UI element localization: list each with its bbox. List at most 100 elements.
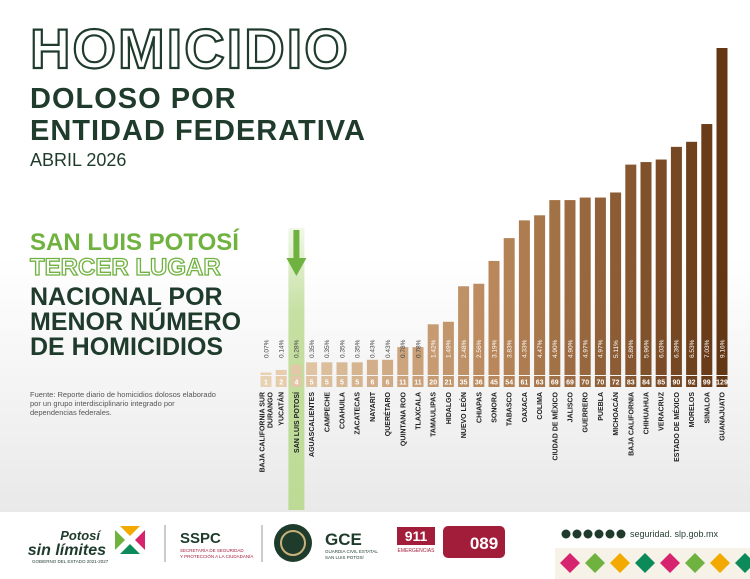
x-tick-label: CHIHUAHUA <box>644 392 651 434</box>
value-box <box>412 376 424 387</box>
brand: sin límites <box>28 542 106 559</box>
highlight-arrow <box>286 258 307 276</box>
pattern <box>555 548 750 579</box>
x-tick-label: PUEBLA <box>598 392 605 421</box>
bar <box>351 362 363 375</box>
sspc-sub: SECRETARÍA DE SEGURIDAD <box>180 547 244 553</box>
x-tick-label: CIUDAD DE MÉXICO <box>550 391 559 460</box>
percentage-label: 4.97% <box>598 339 605 358</box>
percentage-label: 6.53% <box>689 339 696 358</box>
bar <box>518 220 530 375</box>
gce-sub: SAN LUIS POTOSÍ <box>325 554 364 560</box>
sspc-sub: Y PROTECCIÓN A LA CIUDADANÍA <box>180 553 253 559</box>
value-label: 69 <box>551 380 559 387</box>
highlight-text: DE HOMICIDIOS <box>30 333 223 361</box>
x-tick-label: GUERRERO <box>583 391 590 432</box>
percentage-label: 4.90% <box>552 339 559 358</box>
value-label: 11 <box>399 380 407 387</box>
value-label: 129 <box>716 380 728 387</box>
percentage-label: 6.03% <box>659 339 666 358</box>
date: ABRIL 2026 <box>30 150 126 170</box>
brand: Potosí <box>60 528 101 543</box>
value-box <box>366 376 378 387</box>
brand-icon <box>115 526 145 554</box>
percentage-label: 0.35% <box>339 339 346 358</box>
value-box <box>351 376 363 387</box>
highlight-text: MENOR NÚMERO <box>30 306 241 336</box>
gce-sub: GUARDIA CIVIL ESTATAL <box>325 549 378 554</box>
percentage-label: 4.47% <box>537 339 544 358</box>
x-tick-label: TLAXCALA <box>416 392 423 430</box>
value-box <box>625 376 637 387</box>
bar <box>579 197 591 375</box>
x-tick-label: NAYARIT <box>370 391 377 422</box>
x-tick-label: MORELOS <box>689 392 696 428</box>
percentage-label: 0.43% <box>370 339 377 358</box>
value-label: 5 <box>355 380 359 387</box>
bar <box>549 200 561 375</box>
bar <box>275 369 287 375</box>
value-box <box>442 376 454 387</box>
bar <box>564 200 576 375</box>
value-box <box>290 376 302 387</box>
value-label: 54 <box>505 380 513 387</box>
x-tick-label: SINALOA <box>704 392 711 424</box>
x-tick-label: HIDALGO <box>446 391 453 424</box>
bar <box>701 124 713 375</box>
emergency-sub: EMERGENCIAS <box>398 548 436 554</box>
value-box <box>655 376 667 387</box>
x-tick-label: TAMAULIPAS <box>431 392 438 437</box>
bar <box>625 164 637 375</box>
value-label: 84 <box>642 380 650 387</box>
percentage-label: 4.90% <box>567 339 574 358</box>
x-tick-label: CAMPECHE <box>324 392 331 432</box>
value-label: 20 <box>429 380 437 387</box>
x-tick-label: NUEVO LEÓN <box>459 392 468 438</box>
x-tick-label: JALISCO <box>568 391 575 422</box>
percentage-label: 4.33% <box>522 339 529 358</box>
x-tick-label: COLIMA <box>537 392 544 420</box>
bar <box>534 215 546 375</box>
bar <box>488 260 500 375</box>
background <box>0 0 750 512</box>
value-label: 36 <box>475 380 483 387</box>
bar <box>260 372 272 375</box>
value-label: 4 <box>294 380 298 387</box>
percentage-label: 5.89% <box>628 339 635 358</box>
bar <box>382 359 394 375</box>
bar <box>306 362 318 375</box>
value-box <box>336 376 348 387</box>
x-tick-label: QUINTANA ROO <box>400 391 407 446</box>
gce-seal <box>280 530 306 556</box>
bar <box>442 321 454 375</box>
value-label: 1 <box>264 380 268 387</box>
bar <box>321 362 333 375</box>
percentage-label: 0.07% <box>263 339 270 358</box>
value-label: 83 <box>627 380 635 387</box>
highlight-text: NACIONAL POR <box>30 283 223 311</box>
value-box <box>321 376 333 387</box>
value-label: 70 <box>581 380 589 387</box>
value-box <box>518 376 530 387</box>
website: seguridad. slp.gob.mx <box>630 529 719 539</box>
value-box <box>701 376 713 387</box>
x-tick-label: BAJA CALIFORNIA <box>628 392 635 456</box>
percentage-label: 1.42% <box>431 339 438 358</box>
bar <box>503 238 515 375</box>
x-tick-label: AGUASCALIENTES <box>309 392 316 457</box>
social-icons <box>561 529 626 539</box>
percentage-label: 3.83% <box>507 339 514 358</box>
value-label: 72 <box>612 380 620 387</box>
value-box <box>716 376 728 387</box>
value-label: 61 <box>521 380 529 387</box>
value-box <box>275 376 287 387</box>
footer: Potosí sin límites GOBIERNO DEL ESTADO 2… <box>28 524 750 579</box>
value-label: 5 <box>340 380 344 387</box>
brand-sub: GOBIERNO DEL ESTADO 2021-2027 <box>32 559 109 564</box>
x-tick-label: SONORA <box>492 392 499 423</box>
value-box <box>473 376 485 387</box>
emergency: 911 <box>405 528 428 544</box>
value-box <box>594 376 606 387</box>
